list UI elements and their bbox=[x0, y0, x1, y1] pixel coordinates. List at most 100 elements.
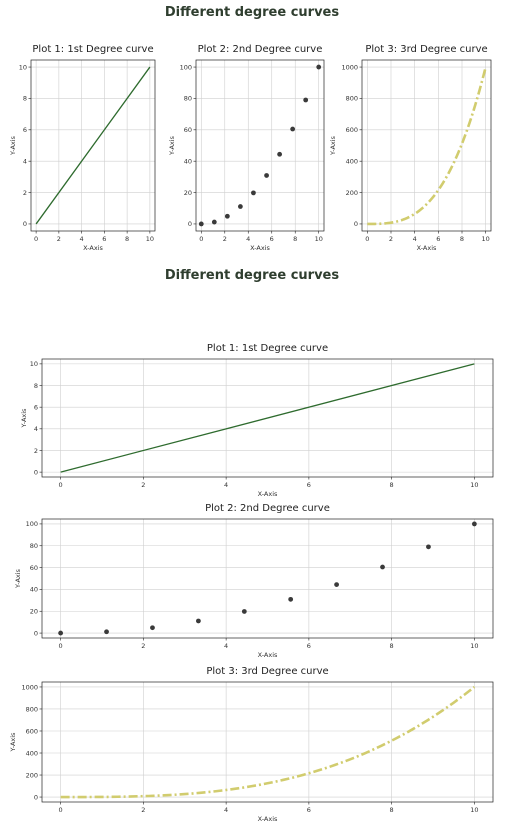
y-tick-label: 40 bbox=[30, 586, 38, 594]
subplot-title: Plot 1: 1st Degree curve bbox=[32, 44, 153, 55]
x-tick-label: 8 bbox=[390, 642, 394, 650]
y-tick-label: 8 bbox=[34, 382, 38, 390]
y-tick-label: 40 bbox=[184, 157, 192, 165]
y-tick-label: 10 bbox=[30, 360, 38, 368]
y-tick-label: 800 bbox=[26, 705, 38, 713]
y-tick-label: 60 bbox=[30, 564, 38, 572]
scatter-point bbox=[316, 64, 322, 70]
x-tick-label: 10 bbox=[146, 235, 154, 243]
x-tick-label: 4 bbox=[413, 235, 417, 243]
x-tick-label: 4 bbox=[80, 235, 84, 243]
y-tick-label: 80 bbox=[30, 542, 38, 550]
x-tick-label: 10 bbox=[315, 235, 323, 243]
x-tick-label: 6 bbox=[270, 235, 274, 243]
y-tick-label: 80 bbox=[184, 95, 192, 103]
scatter-point bbox=[241, 609, 247, 614]
scatter-point bbox=[290, 126, 296, 132]
x-axis-label: X-Axis bbox=[258, 490, 278, 498]
x-axis-label: X-Axis bbox=[258, 815, 278, 823]
y-tick-label: 100 bbox=[26, 520, 38, 528]
subplot-title: Plot 3: 3rd Degree curve bbox=[365, 44, 487, 55]
x-tick-label: 10 bbox=[482, 235, 490, 243]
scatter-point bbox=[426, 544, 431, 550]
x-tick-label: 8 bbox=[293, 235, 297, 243]
y-tick-label: 0 bbox=[34, 793, 38, 801]
x-tick-label: 2 bbox=[57, 235, 61, 243]
subplot-4: 0 2 4 6 8 10 0 2 4 6 8 10 Plot 1: 1st Degree curve X-… bbox=[20, 343, 494, 498]
scatter-point bbox=[237, 204, 243, 209]
axes-frame bbox=[30, 59, 156, 232]
y-tick-label: 1000 bbox=[21, 683, 38, 691]
x-tick-label: 8 bbox=[460, 235, 464, 243]
figure-1-suptitle: Different degree curves bbox=[165, 5, 339, 20]
series-line bbox=[60, 363, 475, 473]
y-tick-label: 400 bbox=[346, 157, 358, 165]
x-tick-label: 0 bbox=[59, 642, 63, 650]
scatter-point bbox=[264, 173, 269, 178]
scatter-point bbox=[198, 221, 204, 227]
y-tick-label: 0 bbox=[34, 468, 38, 476]
x-tick-label: 6 bbox=[436, 235, 440, 243]
x-tick-label: 2 bbox=[141, 806, 145, 814]
y-tick-label: 800 bbox=[346, 95, 358, 103]
subplot-title: Plot 2: 2nd Degree curve bbox=[198, 44, 323, 55]
scatter-point bbox=[211, 219, 217, 225]
axes-frame bbox=[41, 518, 494, 639]
subplot-3: 0 2 4 6 8 10 0 200 400 600 800 1000 Plot 3: 3rd Degr… bbox=[329, 44, 492, 252]
y-tick-label: 0 bbox=[188, 220, 192, 228]
y-tick-label: 20 bbox=[30, 608, 38, 616]
figure-2-suptitle: Different degree curves bbox=[165, 268, 339, 283]
y-tick-label: 4 bbox=[34, 425, 38, 433]
y-tick-label: 600 bbox=[346, 126, 358, 134]
x-tick-label: 4 bbox=[246, 235, 250, 243]
y-tick-label: 400 bbox=[26, 749, 38, 757]
x-tick-label: 4 bbox=[224, 806, 228, 814]
x-axis-label: X-Axis bbox=[250, 244, 270, 252]
y-tick-label: 2 bbox=[34, 447, 38, 455]
x-tick-label: 6 bbox=[307, 642, 311, 650]
y-axis-label: Y-Axis bbox=[329, 135, 337, 156]
y-tick-label: 200 bbox=[26, 771, 38, 779]
subplot-title: Plot 2: 2nd Degree curve bbox=[205, 503, 330, 514]
subplot-6: 0 2 4 6 8 10 0 200 400 600 800 1000 Plot 3: 3rd Degr… bbox=[9, 666, 494, 823]
x-axis-label: X-Axis bbox=[83, 244, 103, 252]
x-tick-label: 2 bbox=[141, 481, 145, 489]
x-tick-label: 0 bbox=[199, 235, 203, 243]
y-tick-label: 8 bbox=[23, 95, 27, 103]
subplot-title: Plot 1: 1st Degree curve bbox=[207, 343, 328, 354]
scatter-point bbox=[277, 151, 283, 157]
y-axis-label: Y-Axis bbox=[168, 135, 176, 156]
subplot-title: Plot 3: 3rd Degree curve bbox=[206, 666, 328, 677]
x-axis-label: X-Axis bbox=[258, 651, 278, 659]
x-tick-label: 8 bbox=[390, 806, 394, 814]
scatter-point bbox=[288, 596, 294, 602]
y-tick-label: 100 bbox=[180, 63, 192, 71]
y-axis-label: Y-Axis bbox=[9, 135, 17, 156]
y-axis-label: Y-Axis bbox=[14, 568, 22, 589]
y-tick-label: 0 bbox=[23, 220, 27, 228]
x-tick-label: 2 bbox=[389, 235, 393, 243]
series-line bbox=[60, 685, 476, 799]
y-tick-label: 6 bbox=[23, 126, 27, 134]
x-tick-label: 8 bbox=[390, 481, 394, 489]
x-tick-label: 0 bbox=[59, 481, 63, 489]
y-tick-label: 60 bbox=[184, 126, 192, 134]
series-line bbox=[35, 66, 151, 225]
y-tick-label: 200 bbox=[346, 189, 358, 197]
y-tick-label: 600 bbox=[26, 727, 38, 735]
x-tick-label: 0 bbox=[34, 235, 38, 243]
scatter-point bbox=[150, 625, 155, 631]
y-axis-label: Y-Axis bbox=[9, 732, 17, 753]
scatter-point bbox=[251, 190, 256, 196]
x-tick-label: 6 bbox=[307, 806, 311, 814]
scatter-point bbox=[58, 630, 64, 636]
x-tick-label: 10 bbox=[470, 806, 478, 814]
y-tick-label: 20 bbox=[184, 189, 192, 197]
x-tick-label: 6 bbox=[102, 235, 106, 243]
scatter-point bbox=[303, 97, 309, 103]
x-tick-label: 10 bbox=[470, 642, 478, 650]
scatter-point bbox=[334, 582, 339, 588]
